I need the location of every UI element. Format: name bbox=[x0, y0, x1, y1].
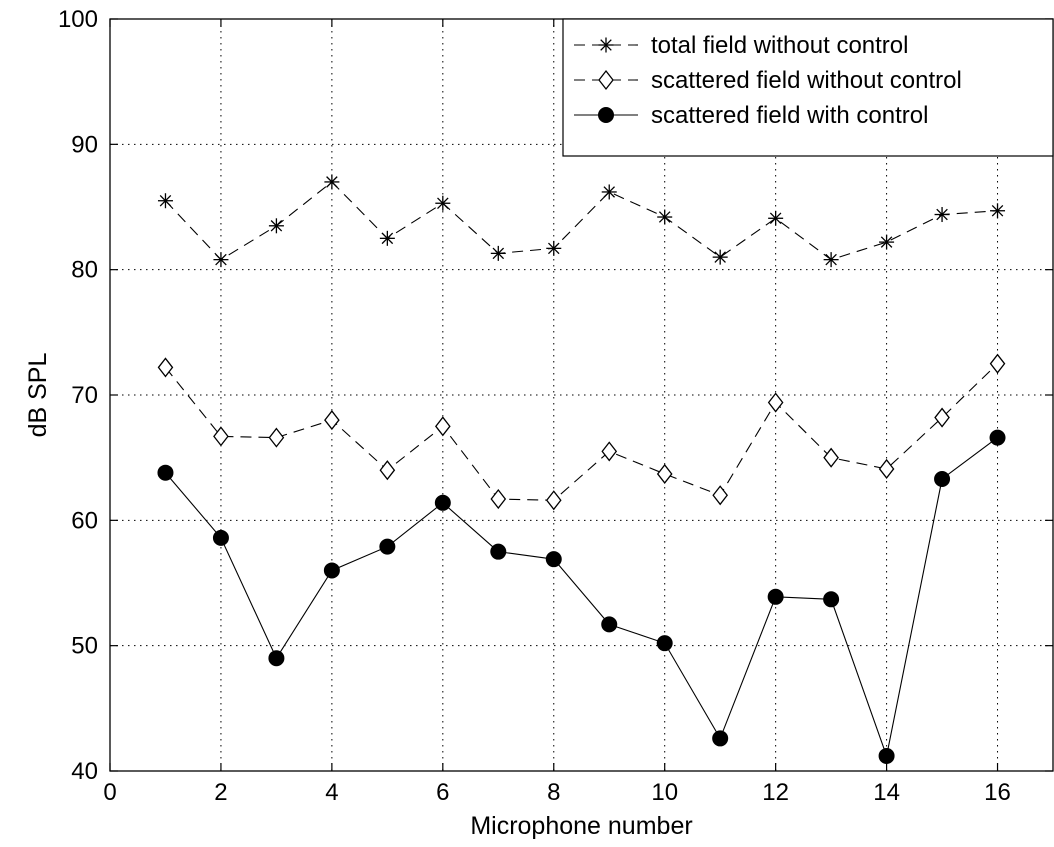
data-point bbox=[990, 203, 1006, 219]
x-tick-label: 4 bbox=[325, 779, 338, 806]
x-tick-label: 2 bbox=[214, 779, 227, 806]
data-point bbox=[490, 543, 507, 560]
data-point bbox=[656, 463, 673, 485]
series-layer bbox=[157, 174, 1006, 764]
data-point bbox=[989, 353, 1006, 374]
legend-entry: total field without control bbox=[574, 32, 908, 59]
x-tick-label: 14 bbox=[873, 779, 900, 806]
legend: total field without control scattered fie… bbox=[562, 18, 1054, 157]
data-point bbox=[712, 730, 729, 747]
grid-lines bbox=[110, 19, 1053, 771]
legend-marker bbox=[598, 69, 614, 91]
y-tick-label: 60 bbox=[71, 507, 98, 534]
data-point bbox=[324, 410, 340, 431]
data-point bbox=[434, 494, 451, 511]
data-point bbox=[435, 416, 451, 437]
series-2 bbox=[157, 353, 1006, 511]
data-point bbox=[656, 635, 673, 652]
data-point bbox=[768, 210, 784, 226]
data-point bbox=[601, 184, 617, 200]
legend-marker bbox=[598, 107, 614, 123]
y-tick-label: 40 bbox=[71, 758, 98, 785]
data-point bbox=[712, 485, 728, 506]
data-point bbox=[490, 245, 506, 261]
legend-entry: scattered field with control bbox=[574, 102, 928, 129]
legend-label: scattered field without control bbox=[651, 67, 962, 94]
series-1 bbox=[157, 174, 1006, 268]
x-tick-label: 16 bbox=[984, 779, 1011, 806]
data-point bbox=[878, 747, 895, 764]
x-axis-label: Microphone number bbox=[470, 812, 692, 840]
y-tick-label: 70 bbox=[71, 382, 98, 409]
data-point bbox=[379, 538, 396, 555]
data-point bbox=[712, 249, 728, 265]
y-axis-label: dB SPL bbox=[24, 353, 52, 438]
data-point bbox=[268, 218, 284, 234]
data-point bbox=[879, 234, 895, 250]
data-point bbox=[379, 460, 396, 481]
data-point bbox=[989, 429, 1006, 446]
data-point bbox=[379, 230, 395, 246]
data-point bbox=[490, 488, 507, 510]
legend-entries: total field without control scattered fie… bbox=[574, 32, 962, 129]
legend-label: total field without control bbox=[651, 32, 908, 59]
data-point bbox=[268, 650, 285, 667]
data-point bbox=[212, 529, 229, 546]
data-point bbox=[324, 174, 340, 190]
data-point bbox=[157, 193, 173, 209]
series-3 bbox=[157, 429, 1006, 764]
data-point bbox=[767, 588, 784, 605]
data-point bbox=[601, 441, 618, 462]
data-point bbox=[823, 447, 839, 468]
series-line bbox=[165, 437, 998, 759]
data-point bbox=[545, 551, 562, 568]
legend-marker bbox=[598, 37, 614, 53]
x-tick-label: 12 bbox=[762, 779, 789, 806]
data-point bbox=[934, 207, 950, 223]
data-point bbox=[823, 591, 840, 608]
data-point bbox=[546, 240, 562, 256]
legend-box bbox=[562, 18, 1054, 157]
data-point bbox=[934, 407, 950, 428]
x-tick-label: 0 bbox=[103, 779, 116, 806]
data-point bbox=[435, 195, 451, 211]
y-tick-label: 80 bbox=[71, 257, 98, 284]
series-line bbox=[165, 181, 998, 261]
data-point bbox=[323, 562, 340, 579]
data-point bbox=[601, 616, 618, 633]
tick-labels: 0 2 4 6 8 10 12 14 16 40 50 60 70 80 90 100 bbox=[58, 6, 1011, 806]
data-point bbox=[157, 464, 174, 481]
data-point bbox=[268, 427, 285, 448]
x-tick-label: 10 bbox=[651, 779, 678, 806]
y-tick-label: 100 bbox=[58, 6, 98, 33]
data-point bbox=[213, 426, 229, 447]
legend-label: scattered field with control bbox=[651, 102, 928, 129]
data-point bbox=[657, 209, 673, 225]
data-point bbox=[157, 357, 174, 378]
data-point bbox=[545, 490, 562, 511]
x-tick-label: 6 bbox=[436, 779, 449, 806]
y-tick-label: 90 bbox=[71, 131, 98, 158]
data-point bbox=[823, 252, 839, 268]
legend-entry: scattered field without control bbox=[574, 67, 962, 94]
data-point bbox=[767, 392, 784, 413]
data-point bbox=[213, 252, 229, 268]
y-tick-label: 50 bbox=[71, 633, 98, 660]
series-line bbox=[165, 363, 998, 501]
data-point bbox=[934, 470, 951, 487]
data-point bbox=[878, 458, 895, 480]
x-tick-label: 8 bbox=[547, 779, 560, 806]
